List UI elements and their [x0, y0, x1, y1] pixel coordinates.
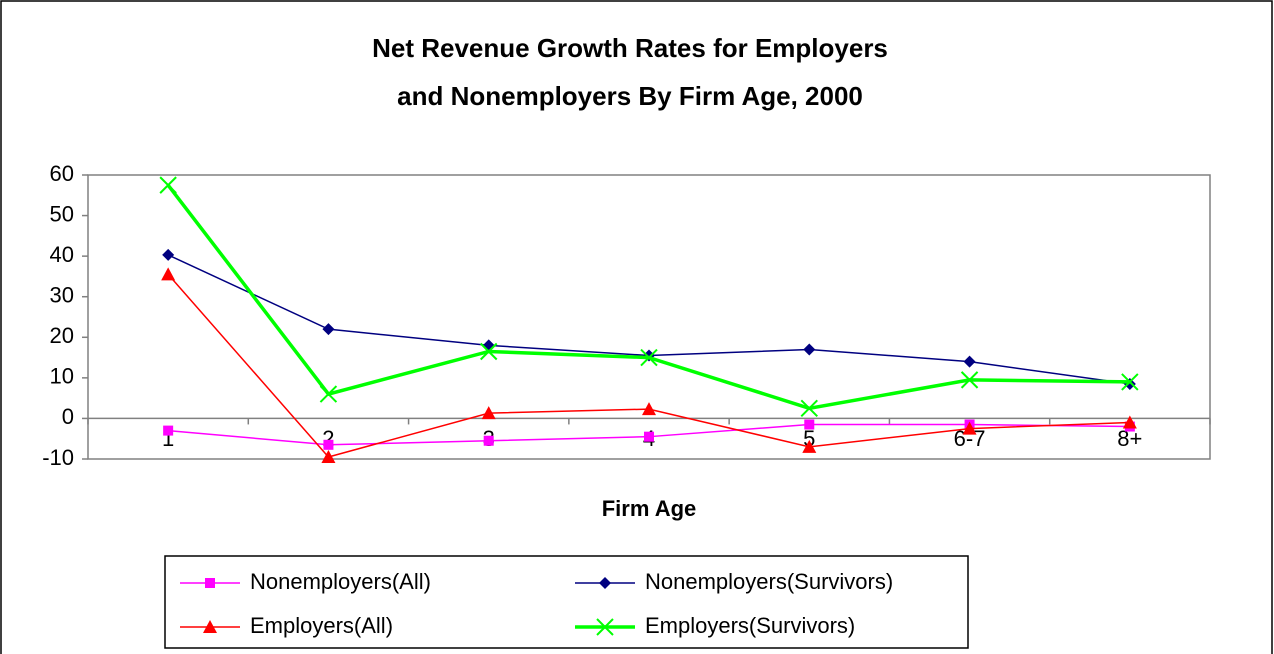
chart-title: Net Revenue Growth Rates for Employers [372, 33, 888, 63]
y-tick-label: 0 [62, 404, 74, 429]
marker [963, 355, 976, 368]
marker [1123, 377, 1136, 390]
marker [599, 577, 611, 589]
marker [482, 339, 495, 352]
marker [481, 406, 496, 420]
y-tick-label: 50 [50, 201, 74, 226]
marker [322, 323, 335, 336]
y-tick-label: 60 [50, 161, 74, 186]
marker [802, 439, 817, 453]
plot-area [87, 174, 1211, 460]
marker [480, 342, 498, 361]
chart-title: and Nonemployers By Firm Age, 2000 [397, 81, 863, 111]
marker [800, 399, 818, 417]
marker [596, 618, 614, 636]
marker [960, 371, 979, 389]
legend-label: Nonemployers(All) [250, 569, 431, 594]
legend-label: Employers(Survivors) [645, 613, 855, 638]
marker [163, 425, 174, 436]
x-axis-label: Firm Age [602, 496, 697, 521]
y-tick-label: 30 [50, 283, 74, 308]
marker [1121, 373, 1139, 391]
marker [321, 449, 336, 463]
series-line [166, 184, 1130, 411]
y-tick-label: 40 [50, 242, 74, 267]
marker [319, 385, 338, 403]
marker [644, 431, 654, 442]
marker [161, 267, 176, 281]
marker [962, 421, 977, 435]
y-tick-label: 10 [50, 364, 74, 389]
series-line [167, 254, 1130, 385]
marker [642, 402, 656, 416]
legend-label: Nonemployers(Survivors) [645, 569, 893, 594]
marker [803, 343, 816, 356]
marker [203, 620, 217, 633]
y-tick-label: -10 [42, 445, 74, 470]
marker [323, 439, 334, 450]
marker [1122, 415, 1137, 429]
marker [640, 348, 658, 367]
marker [804, 419, 815, 430]
x-tick-label: 5 [803, 426, 815, 451]
marker [483, 435, 494, 446]
legend-label: Employers(All) [250, 613, 393, 638]
marker [159, 176, 177, 194]
y-tick-label: 20 [50, 323, 74, 348]
legend-box [164, 555, 969, 649]
marker [162, 248, 175, 261]
marker [205, 578, 215, 588]
